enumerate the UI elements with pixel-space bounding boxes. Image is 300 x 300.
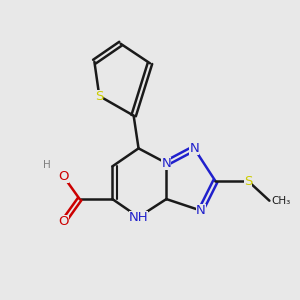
Text: N: N: [189, 142, 199, 155]
Text: O: O: [58, 215, 69, 229]
Text: S: S: [244, 175, 252, 188]
Text: H: H: [43, 160, 51, 170]
Text: N: N: [196, 204, 206, 217]
Text: CH₃: CH₃: [271, 196, 290, 206]
Text: NH: NH: [129, 211, 148, 224]
Text: N: N: [161, 157, 171, 169]
Text: O: O: [58, 170, 69, 183]
Text: S: S: [95, 89, 103, 103]
